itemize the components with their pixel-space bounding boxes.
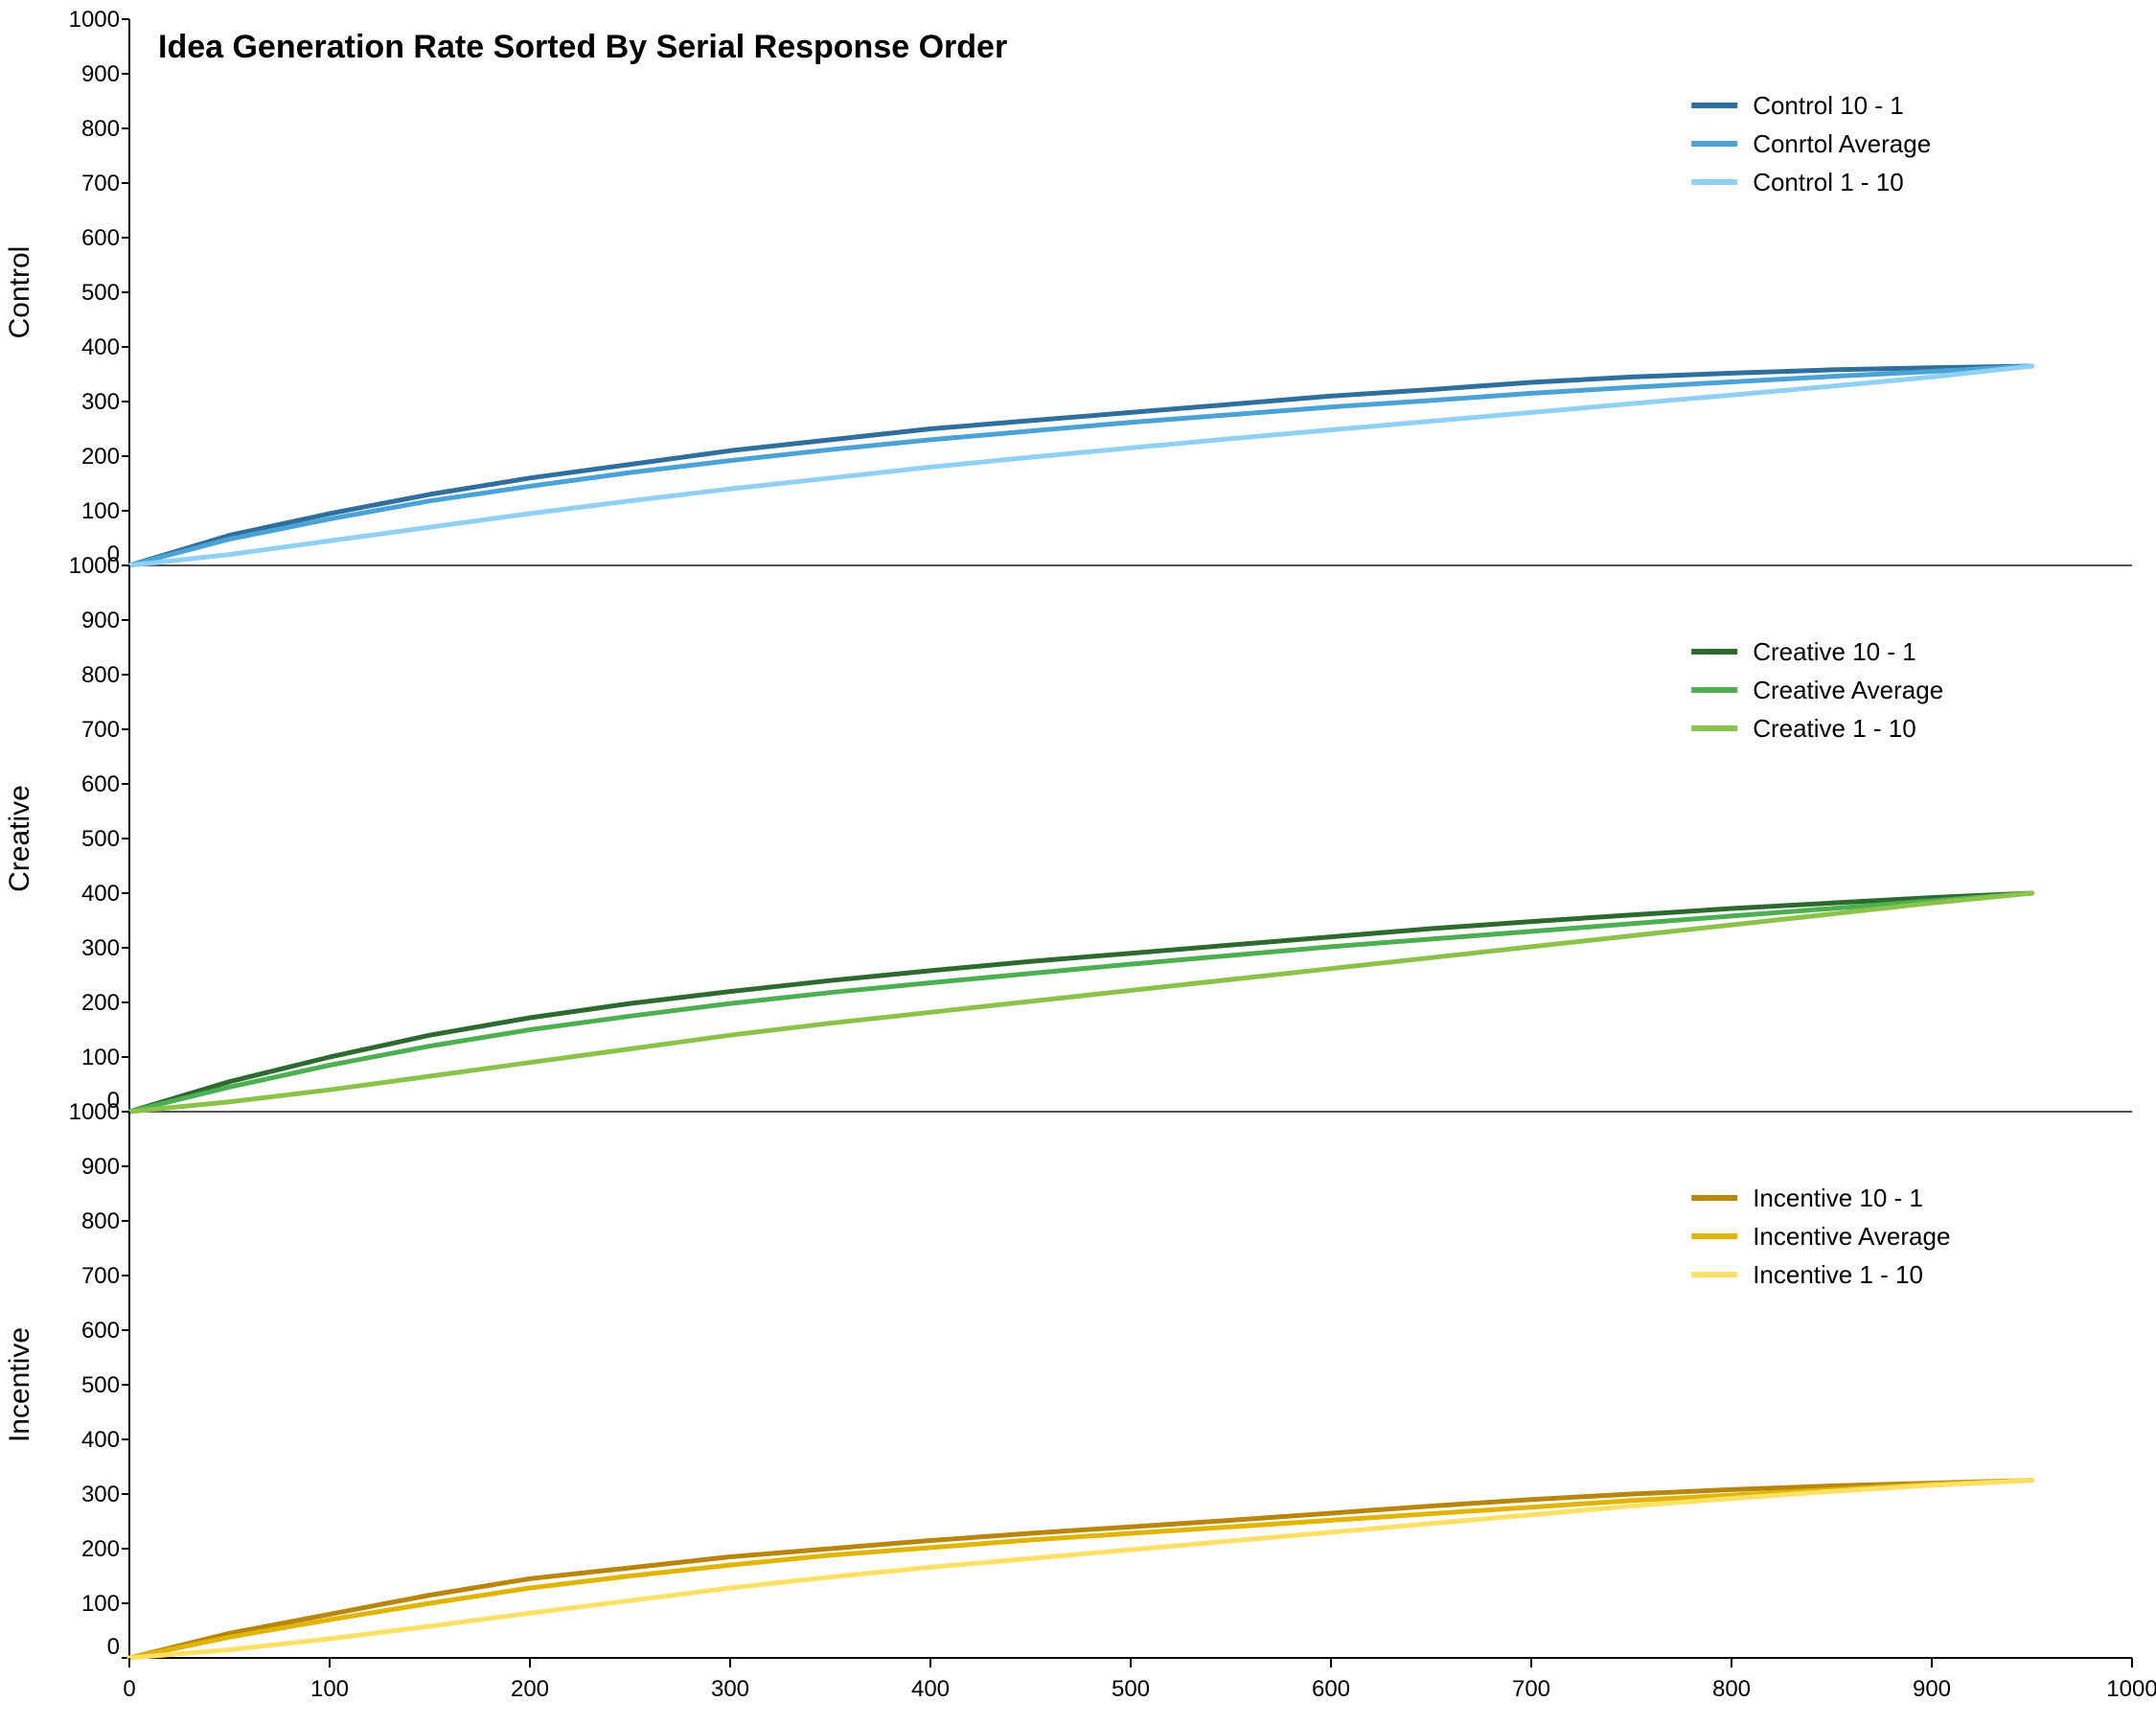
y-tick-label: 100 — [81, 498, 120, 524]
chart-title: Idea Generation Rate Sorted By Serial Re… — [158, 29, 1007, 65]
legend-label: Conrtol Average — [1753, 129, 1931, 158]
legend-label: Control 10 - 1 — [1753, 91, 1904, 120]
y-tick-label: 300 — [81, 1482, 120, 1507]
y-tick-label: 900 — [81, 61, 120, 87]
x-tick-label: 400 — [911, 1676, 950, 1702]
panel-label: Creative — [4, 785, 35, 892]
legend-label: Control 1 - 10 — [1753, 168, 1904, 196]
panel-creative: 01002003004005006007008009001000Creative… — [4, 553, 2132, 1114]
y-tick-label: 800 — [81, 662, 120, 688]
x-tick-label: 200 — [511, 1676, 549, 1702]
y-tick-label: 600 — [81, 1318, 120, 1344]
y-tick-label: 300 — [81, 389, 120, 415]
x-tick-label: 1000 — [2106, 1676, 2156, 1702]
y-tick-label: 400 — [81, 334, 120, 360]
panel-label: Incentive — [4, 1327, 35, 1442]
x-tick-label: 700 — [1512, 1676, 1550, 1702]
y-tick-label: 500 — [81, 280, 120, 306]
y-tick-label: 800 — [81, 1208, 120, 1234]
legend-label: Incentive 1 - 10 — [1753, 1260, 1923, 1289]
y-tick-label: 800 — [81, 116, 120, 142]
series-line — [129, 893, 2032, 1112]
y-tick-label: 700 — [81, 1263, 120, 1289]
panel-incentive: 0 100 200 300 400 500 600 700 800 900 1000 Incentiv… — [4, 1099, 2132, 1660]
x-tick-label: 600 — [1312, 1676, 1350, 1702]
y-tick-label: 0 — [107, 1634, 120, 1660]
y-tick-label: 900 — [81, 1154, 120, 1180]
series-line — [129, 366, 2032, 565]
x-tick-label: 900 — [1913, 1676, 1951, 1702]
y-tick-label: 600 — [81, 771, 120, 797]
y-tick-label: 200 — [81, 990, 120, 1016]
y-tick-label: 1000 — [69, 553, 120, 579]
y-tick-label: 100 — [81, 1591, 120, 1617]
y-tick-label: 300 — [81, 935, 120, 961]
legend-label: Creative 10 - 1 — [1753, 637, 1916, 666]
y-tick-label: 200 — [81, 444, 120, 470]
legend-label: Incentive 10 - 1 — [1753, 1184, 1923, 1212]
y-tick-label: 500 — [81, 826, 120, 852]
x-tick-label: 800 — [1712, 1676, 1751, 1702]
y-tick-label: 700 — [81, 717, 120, 743]
y-tick-label: 500 — [81, 1372, 120, 1398]
y-tick-label: 600 — [81, 225, 120, 251]
x-tick-label: 0 — [123, 1676, 135, 1702]
panel-control: 01002003004005006007008009001000ControlC… — [4, 7, 2132, 567]
legend-label: Creative Average — [1753, 676, 1943, 704]
y-tick-label: 900 — [81, 608, 120, 633]
y-tick-label: 400 — [81, 881, 120, 907]
y-tick-label: 700 — [81, 171, 120, 196]
legend-label: Creative 1 - 10 — [1753, 714, 1916, 743]
legend-label: Incentive Average — [1753, 1222, 1950, 1251]
panel-label: Control — [4, 246, 35, 339]
series-line — [129, 1481, 2032, 1658]
series-line — [129, 1481, 2032, 1658]
y-tick-label: 1000 — [69, 7, 120, 33]
multi-panel-line-chart: Idea Generation Rate Sorted By Serial Re… — [0, 0, 2156, 1725]
y-tick-label: 400 — [81, 1427, 120, 1453]
y-tick-label: 100 — [81, 1045, 120, 1070]
x-tick-label: 300 — [711, 1676, 749, 1702]
x-tick-label: 100 — [310, 1676, 349, 1702]
series-line — [129, 1481, 2032, 1658]
x-tick-label: 500 — [1112, 1676, 1150, 1702]
y-tick-label: 1000 — [69, 1099, 120, 1125]
y-tick-label: 200 — [81, 1536, 120, 1562]
